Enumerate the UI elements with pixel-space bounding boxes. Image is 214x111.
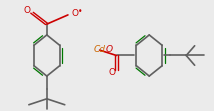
Text: O: O — [71, 9, 78, 18]
Text: Cd: Cd — [94, 45, 106, 54]
Text: O: O — [106, 45, 113, 54]
Text: •: • — [78, 7, 82, 16]
Text: O: O — [109, 68, 116, 77]
Text: O: O — [24, 6, 31, 15]
